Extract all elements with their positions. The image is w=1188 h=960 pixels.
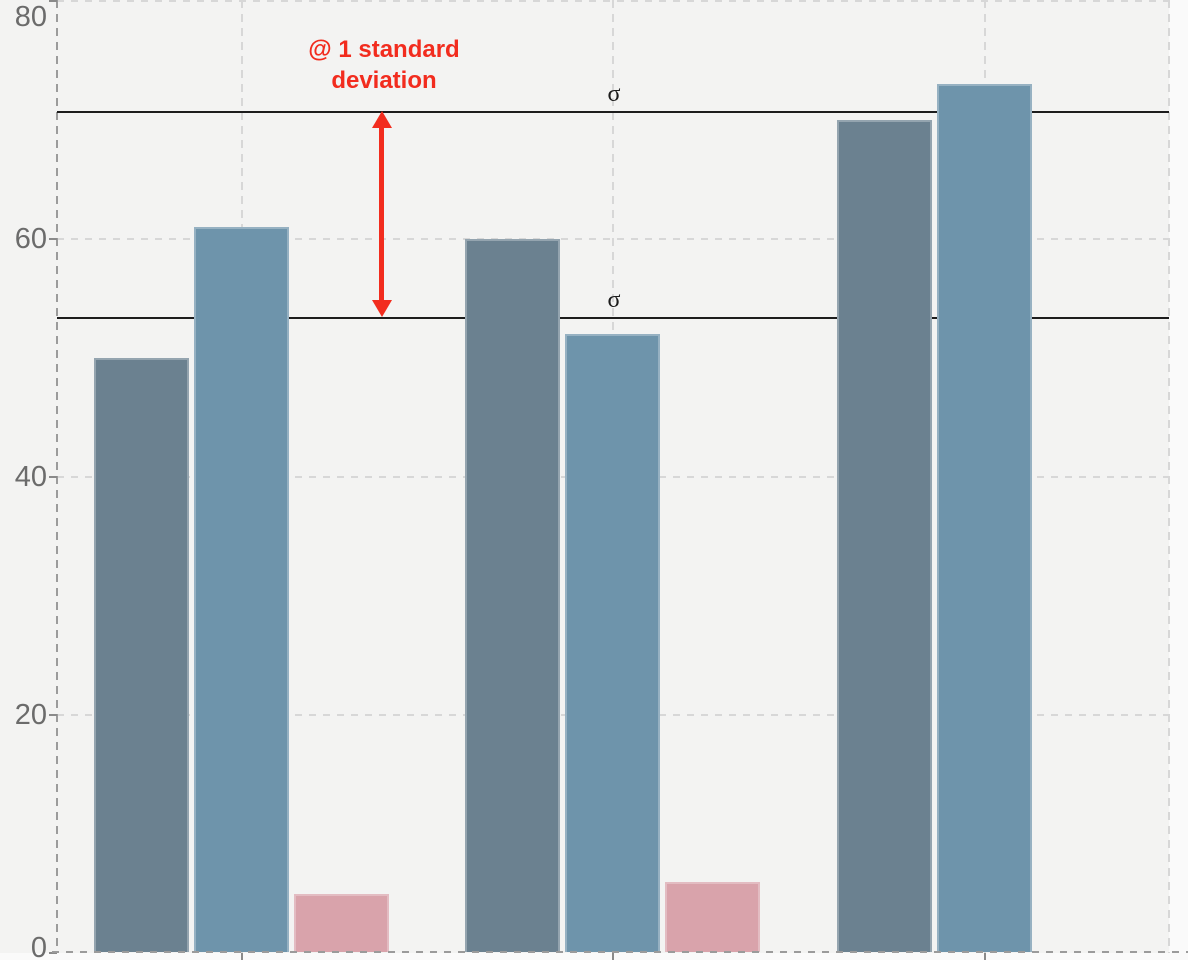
- bar-pink-group-2: [665, 881, 760, 952]
- sigma-line-lower: [57, 316, 1169, 319]
- y-axis-tick-60: [49, 238, 57, 240]
- bar-slate-gray-group-1: [94, 358, 189, 952]
- y-axis-label: 40: [14, 461, 47, 493]
- y-axis-tick-20: [49, 714, 57, 716]
- sigma-label-lower: σ: [607, 287, 621, 313]
- bar-slate-gray-group-2: [465, 239, 560, 952]
- y-axis-line: [56, 0, 58, 953]
- x-axis-tick-group-2: [612, 953, 614, 960]
- bar-slate-gray-group-3: [837, 120, 932, 952]
- y-axis-label: 20: [14, 699, 47, 731]
- arrow-up-head-icon: [372, 111, 392, 128]
- bar-steel-blue-group-2: [565, 334, 660, 952]
- y-axis-tick-40: [49, 476, 57, 478]
- y-axis-tick-0: [49, 952, 57, 954]
- x-gridline-4: [1168, 0, 1170, 953]
- sigma-line-upper: [57, 110, 1169, 113]
- bar-steel-blue-group-3: [937, 84, 1032, 952]
- arrow-down-head-icon: [372, 300, 392, 317]
- bar-steel-blue-group-1: [194, 227, 289, 952]
- y-axis-tick-80: [49, 0, 57, 2]
- x-axis-tick-group-1: [241, 953, 243, 960]
- std-deviation-arrow-shaft: [379, 126, 384, 303]
- bar-pink-group-1: [294, 893, 389, 952]
- x-axis-baseline: [52, 951, 1188, 953]
- y-axis-label: 60: [14, 223, 47, 255]
- y-axis-label: 80: [14, 1, 47, 33]
- std-deviation-callout: @ 1 standard deviation: [308, 36, 460, 94]
- x-axis-tick-group-3: [984, 953, 986, 960]
- sigma-label-upper: σ: [607, 81, 621, 107]
- plot-area: 0 20 40 60 80: [14, 0, 1188, 960]
- y-axis-label: 0: [30, 932, 47, 960]
